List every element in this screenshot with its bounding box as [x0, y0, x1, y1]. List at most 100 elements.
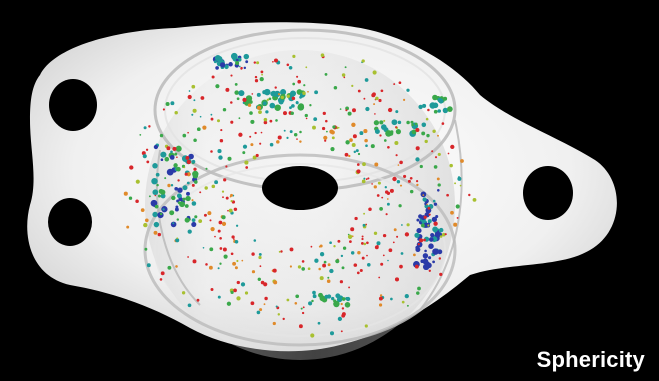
pore	[394, 140, 399, 146]
pore-cluster-point	[185, 195, 191, 202]
pore	[146, 160, 150, 164]
pore	[447, 152, 450, 155]
pore-cluster-point	[188, 153, 194, 160]
pore	[141, 151, 146, 156]
pore	[397, 164, 400, 166]
pore	[184, 204, 189, 208]
pore-cluster-point	[422, 253, 429, 259]
pore-cluster-point	[411, 129, 417, 135]
pore	[423, 238, 426, 242]
pore	[378, 98, 382, 103]
pore	[123, 191, 128, 196]
pore	[368, 207, 372, 212]
pore	[300, 307, 303, 310]
pore	[406, 88, 410, 92]
pore	[333, 85, 338, 90]
pore	[194, 215, 198, 219]
pore	[174, 110, 178, 115]
pore	[353, 263, 358, 267]
pore	[159, 133, 164, 138]
pore-cluster-point	[262, 101, 267, 106]
pore-cluster-point	[174, 152, 178, 156]
mount-hole-top-left	[49, 79, 97, 131]
pore-cluster-point	[311, 299, 314, 303]
pore-cluster-point	[191, 218, 196, 222]
pore	[323, 260, 327, 264]
pore-cluster-point	[280, 89, 287, 96]
pore	[406, 223, 410, 227]
pore	[395, 126, 398, 129]
pore	[135, 179, 140, 184]
pore	[411, 123, 414, 127]
pore	[219, 262, 222, 265]
pore	[460, 159, 464, 163]
pore	[217, 149, 222, 154]
pore	[191, 113, 194, 116]
pore	[210, 226, 215, 232]
pore	[319, 276, 324, 281]
pore-cluster-point	[155, 172, 160, 177]
pore-cluster-point	[432, 199, 436, 203]
pore	[193, 138, 197, 142]
pore	[192, 108, 197, 113]
pore-cluster-point	[170, 150, 173, 154]
pore-cluster-point	[173, 163, 178, 168]
pore	[258, 255, 262, 260]
pore	[305, 66, 308, 69]
pore	[364, 138, 368, 143]
pore	[288, 66, 293, 70]
pore	[146, 263, 151, 268]
pore	[204, 186, 208, 190]
pore-cluster-point	[154, 204, 159, 209]
pore-cluster-point	[432, 226, 438, 233]
pore-cluster-point	[240, 91, 245, 95]
pore-cluster-point	[414, 122, 418, 126]
pore	[383, 119, 386, 122]
pore	[327, 276, 330, 279]
pore	[378, 276, 381, 279]
pore-cluster-point	[245, 95, 253, 102]
pore-cluster-point	[428, 243, 434, 249]
pore	[378, 296, 383, 301]
pore-cluster-point	[243, 53, 250, 60]
pore	[333, 245, 336, 248]
pore-cluster-point	[278, 99, 284, 105]
pore	[294, 302, 298, 305]
pore	[406, 120, 410, 125]
pore-cluster-point	[182, 185, 188, 191]
pore	[264, 296, 268, 301]
pore	[439, 235, 443, 238]
pore	[345, 140, 350, 145]
pore	[340, 302, 343, 306]
mount-hole-bottom-left	[48, 198, 92, 246]
pore	[162, 108, 165, 111]
pore-cluster-point	[263, 88, 271, 96]
pore-cluster-point	[422, 197, 427, 202]
pore	[140, 208, 145, 212]
pore	[234, 82, 238, 86]
pore	[202, 246, 205, 249]
pore-cluster-point	[308, 301, 313, 306]
pore	[432, 129, 436, 133]
pore	[196, 127, 201, 132]
pore	[183, 166, 186, 169]
pore	[378, 303, 383, 307]
pore-cluster-point	[381, 124, 387, 130]
pore-cluster-point	[186, 191, 190, 196]
pore	[437, 134, 439, 137]
pore	[176, 218, 179, 221]
pore	[216, 119, 221, 123]
pore	[222, 196, 224, 199]
pore	[162, 208, 165, 211]
pore	[404, 232, 410, 237]
pore	[339, 108, 342, 110]
pore	[415, 146, 420, 151]
pore	[192, 259, 197, 264]
pore-cluster-point	[157, 194, 162, 198]
pore	[361, 237, 364, 241]
pore-cluster-point	[184, 217, 190, 223]
pore	[304, 113, 308, 118]
pore	[253, 239, 257, 242]
pore	[238, 132, 243, 137]
pore	[247, 103, 252, 107]
